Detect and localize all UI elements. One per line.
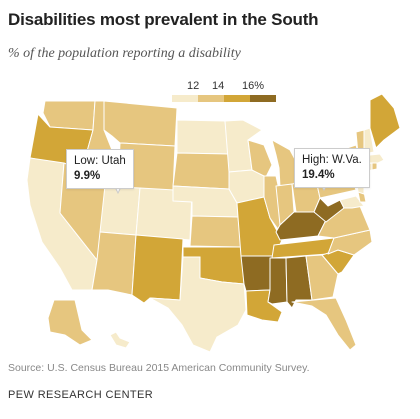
state-ks <box>189 215 242 248</box>
state-wi <box>247 139 273 178</box>
state-ri <box>371 162 378 171</box>
state-md <box>339 195 365 209</box>
legend-swatch-2 <box>198 95 224 102</box>
state-ga <box>305 254 339 301</box>
high-callout-label: High: W.Va. <box>302 154 362 166</box>
chart-subtitle: % of the population reporting a disabili… <box>8 46 241 61</box>
legend-swatch-1 <box>172 95 198 102</box>
state-nd <box>176 119 230 155</box>
state-hi <box>109 331 131 349</box>
low-callout-value: 9.9% <box>74 170 101 182</box>
high-callout: High: W.Va. 19.4% <box>294 148 370 188</box>
state-me <box>369 93 401 149</box>
legend-label-14: 14 <box>212 80 225 92</box>
state-az <box>91 231 137 296</box>
chart-title: Disabilities most prevalent in the South <box>8 10 319 29</box>
state-mt <box>103 100 178 147</box>
org-credit: PEW RESEARCH CENTER <box>8 389 154 401</box>
state-sd <box>172 152 230 190</box>
state-wa <box>42 100 96 131</box>
legend-swatch-4 <box>250 95 276 102</box>
low-callout-label: Low: Utah <box>74 155 126 167</box>
state-ar <box>240 255 275 292</box>
source-note: Source: U.S. Census Bureau 2015 American… <box>8 362 310 374</box>
state-nm <box>131 234 184 304</box>
state-nh <box>363 127 375 155</box>
low-callout: Low: Utah 9.9% <box>66 149 134 189</box>
state-fl <box>291 297 357 351</box>
state-ak <box>47 299 93 346</box>
state-tx <box>149 256 247 353</box>
legend-label-16: 16% <box>242 80 265 92</box>
state-ms <box>267 257 288 305</box>
legend-label-12: 12 <box>187 80 200 92</box>
legend-swatch-3 <box>224 95 250 102</box>
high-callout-value: 19.4% <box>302 169 335 181</box>
